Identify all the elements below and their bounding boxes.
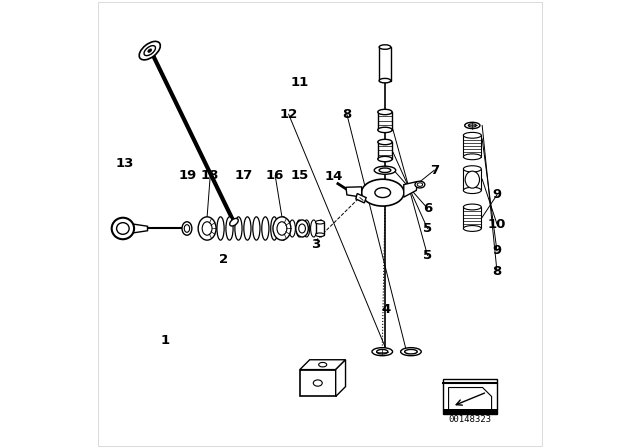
Ellipse shape: [378, 156, 392, 162]
Ellipse shape: [182, 222, 192, 235]
Ellipse shape: [465, 171, 479, 188]
Ellipse shape: [463, 133, 481, 138]
Ellipse shape: [314, 380, 323, 386]
Ellipse shape: [262, 217, 269, 240]
Ellipse shape: [417, 183, 422, 186]
Ellipse shape: [253, 217, 260, 240]
Polygon shape: [336, 360, 346, 396]
Ellipse shape: [378, 127, 392, 133]
Text: 5: 5: [423, 249, 432, 262]
Ellipse shape: [226, 217, 233, 240]
Ellipse shape: [379, 78, 391, 83]
Ellipse shape: [217, 217, 224, 240]
Text: 11: 11: [291, 76, 309, 90]
Bar: [463, 169, 481, 190]
Polygon shape: [346, 187, 362, 197]
Text: 5: 5: [423, 222, 432, 235]
Ellipse shape: [375, 188, 390, 198]
Bar: [300, 370, 336, 396]
Ellipse shape: [271, 217, 278, 240]
Polygon shape: [404, 181, 418, 197]
Ellipse shape: [316, 233, 324, 237]
Text: 19: 19: [179, 169, 197, 182]
Ellipse shape: [230, 219, 238, 226]
Ellipse shape: [463, 154, 481, 160]
Bar: [378, 112, 392, 130]
Bar: [443, 409, 497, 414]
Ellipse shape: [112, 218, 134, 239]
Ellipse shape: [415, 181, 425, 188]
Ellipse shape: [140, 41, 160, 60]
Ellipse shape: [372, 348, 392, 356]
Text: 4: 4: [381, 302, 391, 316]
Text: 18: 18: [201, 169, 220, 182]
Text: 7: 7: [429, 164, 439, 177]
Text: 9: 9: [492, 188, 502, 202]
Bar: [379, 47, 391, 81]
Bar: [443, 379, 497, 414]
Ellipse shape: [374, 166, 396, 174]
Ellipse shape: [144, 46, 156, 56]
Bar: [463, 135, 481, 157]
Text: 1: 1: [161, 334, 170, 347]
Ellipse shape: [235, 217, 242, 240]
Text: 17: 17: [235, 169, 253, 182]
Ellipse shape: [202, 222, 212, 235]
Ellipse shape: [463, 204, 481, 210]
Ellipse shape: [362, 179, 404, 206]
Ellipse shape: [184, 225, 189, 233]
Ellipse shape: [116, 223, 129, 234]
Ellipse shape: [468, 124, 476, 127]
Ellipse shape: [379, 168, 391, 172]
Text: 2: 2: [219, 253, 228, 267]
Text: 10: 10: [488, 217, 506, 231]
Ellipse shape: [401, 348, 421, 356]
Ellipse shape: [289, 220, 296, 237]
Ellipse shape: [378, 139, 392, 145]
Text: 14: 14: [324, 170, 342, 184]
Ellipse shape: [148, 49, 152, 52]
Text: 9: 9: [492, 244, 502, 258]
Ellipse shape: [379, 45, 391, 49]
Ellipse shape: [273, 217, 291, 240]
Text: 8: 8: [342, 108, 351, 121]
Ellipse shape: [377, 349, 388, 354]
Text: 16: 16: [266, 169, 284, 182]
Text: 6: 6: [423, 202, 432, 215]
Ellipse shape: [316, 220, 324, 224]
Ellipse shape: [244, 217, 251, 240]
Bar: [463, 207, 481, 228]
Bar: [316, 222, 324, 235]
Ellipse shape: [463, 226, 481, 232]
Ellipse shape: [463, 166, 481, 172]
Ellipse shape: [296, 220, 308, 237]
Ellipse shape: [378, 109, 392, 115]
Bar: [378, 142, 392, 159]
Polygon shape: [449, 388, 492, 411]
Ellipse shape: [198, 217, 216, 240]
Text: 15: 15: [291, 169, 309, 182]
Ellipse shape: [404, 349, 417, 354]
Text: 3: 3: [311, 237, 320, 251]
Text: 12: 12: [280, 108, 298, 121]
Ellipse shape: [296, 220, 303, 237]
Ellipse shape: [465, 122, 480, 129]
Polygon shape: [132, 224, 148, 233]
Ellipse shape: [280, 217, 287, 240]
Polygon shape: [300, 360, 346, 370]
Ellipse shape: [319, 362, 326, 367]
Ellipse shape: [303, 220, 310, 237]
Ellipse shape: [299, 224, 305, 233]
Ellipse shape: [277, 222, 287, 235]
Ellipse shape: [463, 187, 481, 194]
Text: 13: 13: [116, 157, 134, 170]
Text: 8: 8: [492, 264, 502, 278]
Text: 00148323: 00148323: [449, 415, 492, 424]
Ellipse shape: [317, 220, 324, 237]
Ellipse shape: [310, 220, 317, 237]
Polygon shape: [356, 194, 366, 203]
